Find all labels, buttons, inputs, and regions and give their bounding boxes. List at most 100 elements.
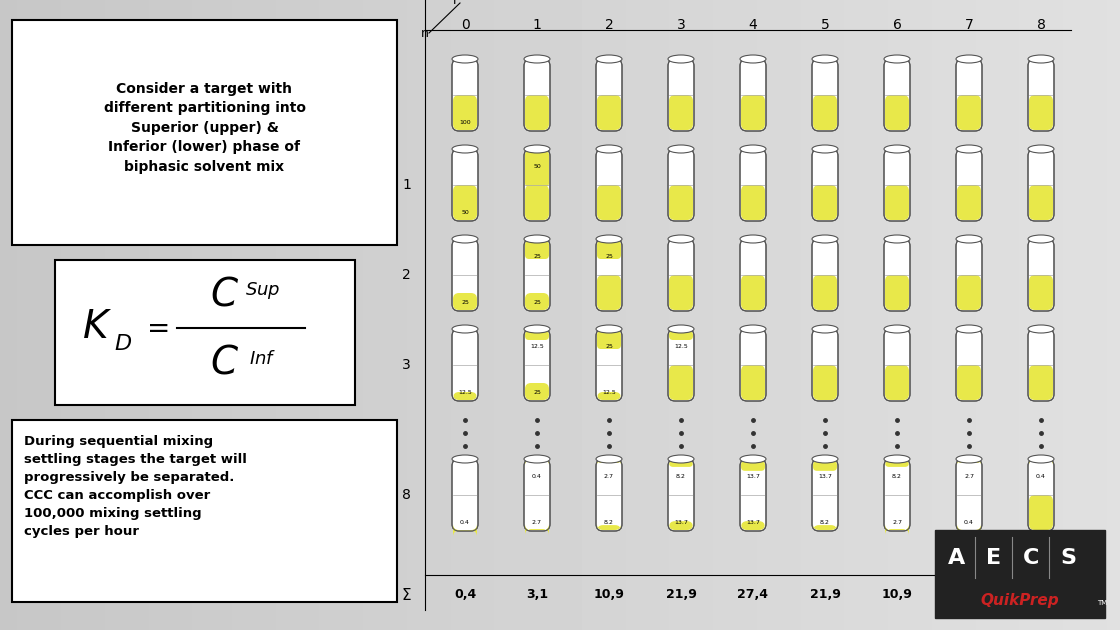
Text: 25: 25 bbox=[605, 345, 613, 350]
Text: 12.5: 12.5 bbox=[530, 345, 544, 350]
Ellipse shape bbox=[452, 145, 478, 153]
FancyBboxPatch shape bbox=[956, 239, 982, 311]
FancyBboxPatch shape bbox=[669, 521, 693, 530]
FancyBboxPatch shape bbox=[741, 95, 765, 130]
Text: Σ: Σ bbox=[401, 588, 411, 602]
FancyBboxPatch shape bbox=[668, 459, 694, 531]
Text: 3: 3 bbox=[402, 358, 411, 372]
Ellipse shape bbox=[668, 235, 694, 243]
FancyBboxPatch shape bbox=[525, 457, 549, 465]
Ellipse shape bbox=[452, 455, 478, 463]
Ellipse shape bbox=[596, 55, 622, 63]
Text: QuikPrep: QuikPrep bbox=[981, 593, 1060, 608]
Text: 8: 8 bbox=[1037, 18, 1045, 32]
Text: $\mathit{C}$: $\mathit{C}$ bbox=[211, 343, 240, 382]
FancyBboxPatch shape bbox=[596, 149, 622, 221]
Ellipse shape bbox=[812, 55, 838, 63]
Text: n: n bbox=[421, 27, 429, 40]
FancyBboxPatch shape bbox=[956, 459, 981, 465]
Ellipse shape bbox=[668, 55, 694, 63]
FancyBboxPatch shape bbox=[813, 524, 837, 531]
FancyBboxPatch shape bbox=[597, 459, 620, 465]
Text: 2: 2 bbox=[402, 268, 411, 282]
FancyBboxPatch shape bbox=[668, 239, 694, 311]
FancyBboxPatch shape bbox=[741, 521, 765, 530]
Text: A: A bbox=[949, 548, 965, 568]
Text: 6: 6 bbox=[893, 18, 902, 32]
FancyBboxPatch shape bbox=[956, 275, 981, 310]
FancyBboxPatch shape bbox=[956, 95, 981, 130]
FancyBboxPatch shape bbox=[524, 59, 550, 131]
Ellipse shape bbox=[884, 145, 911, 153]
FancyBboxPatch shape bbox=[668, 149, 694, 221]
Ellipse shape bbox=[596, 325, 622, 333]
Ellipse shape bbox=[812, 455, 838, 463]
Ellipse shape bbox=[956, 235, 982, 243]
FancyBboxPatch shape bbox=[1028, 239, 1054, 311]
Text: 4: 4 bbox=[748, 18, 757, 32]
FancyBboxPatch shape bbox=[1028, 459, 1054, 531]
Text: 10,9: 10,9 bbox=[594, 588, 625, 602]
Ellipse shape bbox=[956, 325, 982, 333]
FancyBboxPatch shape bbox=[1029, 185, 1053, 220]
FancyBboxPatch shape bbox=[884, 239, 909, 311]
FancyBboxPatch shape bbox=[55, 260, 355, 405]
FancyBboxPatch shape bbox=[812, 329, 838, 401]
Text: 12.5: 12.5 bbox=[674, 345, 688, 350]
Ellipse shape bbox=[884, 325, 911, 333]
FancyBboxPatch shape bbox=[741, 275, 765, 310]
FancyBboxPatch shape bbox=[956, 459, 982, 531]
Ellipse shape bbox=[1028, 455, 1054, 463]
Text: 2.7: 2.7 bbox=[964, 474, 974, 479]
FancyBboxPatch shape bbox=[12, 20, 396, 245]
Text: 0: 0 bbox=[460, 18, 469, 32]
FancyBboxPatch shape bbox=[597, 241, 620, 259]
FancyBboxPatch shape bbox=[884, 149, 909, 221]
FancyBboxPatch shape bbox=[452, 185, 477, 220]
FancyBboxPatch shape bbox=[1028, 149, 1054, 221]
FancyBboxPatch shape bbox=[452, 59, 478, 131]
Text: S: S bbox=[1060, 548, 1076, 568]
Text: $\mathit{C}$: $\mathit{C}$ bbox=[211, 275, 240, 314]
FancyBboxPatch shape bbox=[884, 59, 909, 131]
FancyBboxPatch shape bbox=[740, 239, 766, 311]
FancyBboxPatch shape bbox=[740, 329, 766, 401]
FancyBboxPatch shape bbox=[596, 459, 622, 531]
FancyBboxPatch shape bbox=[525, 185, 549, 220]
Text: $Sup$: $Sup$ bbox=[245, 280, 281, 301]
FancyBboxPatch shape bbox=[452, 239, 478, 311]
Text: 13.7: 13.7 bbox=[674, 520, 688, 525]
FancyBboxPatch shape bbox=[525, 241, 549, 259]
FancyBboxPatch shape bbox=[740, 59, 766, 131]
Text: 8.2: 8.2 bbox=[892, 474, 902, 479]
Text: 25: 25 bbox=[533, 299, 541, 304]
Text: 100: 100 bbox=[459, 120, 470, 125]
FancyBboxPatch shape bbox=[1029, 495, 1053, 530]
Text: 21,9: 21,9 bbox=[810, 588, 840, 602]
FancyBboxPatch shape bbox=[452, 95, 477, 130]
Ellipse shape bbox=[524, 455, 550, 463]
Text: C: C bbox=[1023, 548, 1039, 568]
FancyBboxPatch shape bbox=[597, 185, 620, 220]
FancyBboxPatch shape bbox=[452, 459, 478, 531]
FancyBboxPatch shape bbox=[597, 331, 620, 349]
FancyBboxPatch shape bbox=[885, 365, 909, 400]
Text: 0.4: 0.4 bbox=[964, 520, 974, 525]
FancyBboxPatch shape bbox=[812, 459, 838, 531]
FancyBboxPatch shape bbox=[524, 329, 550, 401]
FancyBboxPatch shape bbox=[812, 149, 838, 221]
FancyBboxPatch shape bbox=[813, 275, 837, 310]
FancyBboxPatch shape bbox=[669, 275, 693, 310]
Text: $Inf$: $Inf$ bbox=[250, 350, 277, 367]
FancyBboxPatch shape bbox=[597, 524, 620, 531]
Text: 2.7: 2.7 bbox=[604, 474, 614, 479]
FancyBboxPatch shape bbox=[885, 461, 909, 467]
Text: 2.7: 2.7 bbox=[532, 520, 542, 525]
Ellipse shape bbox=[740, 55, 766, 63]
Text: 3,1: 3,1 bbox=[526, 588, 548, 602]
FancyBboxPatch shape bbox=[525, 151, 549, 187]
Ellipse shape bbox=[740, 325, 766, 333]
Ellipse shape bbox=[956, 55, 982, 63]
FancyBboxPatch shape bbox=[741, 185, 765, 220]
Ellipse shape bbox=[596, 455, 622, 463]
